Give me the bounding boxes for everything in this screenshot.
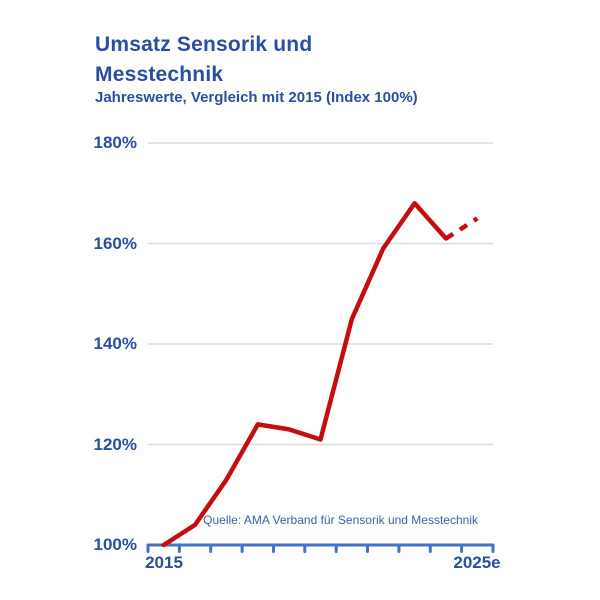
chart-title-line1: Umsatz Sensorik und [95,33,313,56]
data-line-solid [161,201,449,548]
x-axis [146,543,495,553]
y-axis-tick-label: 180% [93,133,137,152]
y-axis-tick-label: 160% [93,234,137,253]
x-axis-tick-label: 2025e [453,553,501,572]
x-axis-tick-label: 2015 [145,553,183,572]
y-axis-tick-label: 100% [93,535,137,554]
y-axis-tick-label: 120% [93,435,137,454]
gridlines [148,142,493,446]
source-caption: Quelle: AMA Verband für Sensorik und Mes… [203,513,478,527]
chart-title: Umsatz Sensorik und Messtechnik [95,30,312,90]
chart-subtitle: Jahreswerte, Vergleich mit 2015 (Index 1… [95,89,418,106]
data-line-dashed-estimate [444,216,479,241]
y-axis-tick-label: 140% [93,334,137,353]
chart-title-line2: Messtechnik [95,63,224,86]
